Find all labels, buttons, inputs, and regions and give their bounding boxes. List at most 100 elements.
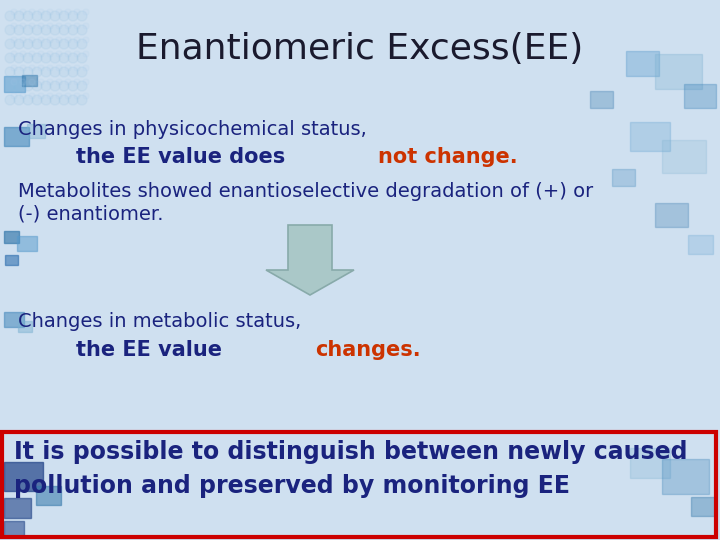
- Circle shape: [23, 25, 33, 35]
- Text: (-) enantiomer.: (-) enantiomer.: [18, 205, 163, 224]
- Circle shape: [23, 39, 33, 49]
- Bar: [612, 169, 635, 186]
- Circle shape: [32, 53, 42, 63]
- Bar: [18, 321, 32, 332]
- Bar: [4, 521, 24, 536]
- Circle shape: [47, 65, 53, 71]
- Circle shape: [74, 37, 80, 43]
- Circle shape: [74, 9, 80, 15]
- Circle shape: [5, 39, 15, 49]
- Circle shape: [74, 23, 80, 29]
- Circle shape: [14, 95, 24, 105]
- Text: the EE value does: the EE value does: [18, 147, 292, 167]
- Circle shape: [47, 37, 53, 43]
- Circle shape: [20, 93, 26, 99]
- Circle shape: [47, 23, 53, 29]
- Bar: [4, 127, 29, 146]
- Circle shape: [56, 65, 62, 71]
- Circle shape: [83, 9, 89, 15]
- Bar: [17, 236, 37, 251]
- Bar: [4, 312, 24, 327]
- Bar: [590, 91, 613, 108]
- Circle shape: [29, 79, 35, 85]
- Circle shape: [29, 51, 35, 57]
- Circle shape: [83, 93, 89, 99]
- Circle shape: [68, 25, 78, 35]
- Circle shape: [74, 65, 80, 71]
- Bar: [27, 124, 45, 138]
- Bar: [22, 75, 37, 86]
- Circle shape: [11, 51, 17, 57]
- Circle shape: [56, 93, 62, 99]
- Circle shape: [29, 93, 35, 99]
- Bar: [2, 432, 716, 537]
- Circle shape: [41, 53, 51, 63]
- Circle shape: [77, 25, 87, 35]
- Circle shape: [65, 79, 71, 85]
- Circle shape: [77, 95, 87, 105]
- Circle shape: [77, 11, 87, 21]
- Circle shape: [32, 39, 42, 49]
- Circle shape: [50, 25, 60, 35]
- Bar: [662, 140, 706, 173]
- Circle shape: [68, 67, 78, 77]
- Circle shape: [5, 11, 15, 21]
- Circle shape: [65, 93, 71, 99]
- Circle shape: [29, 65, 35, 71]
- Circle shape: [5, 95, 15, 105]
- Circle shape: [38, 79, 44, 85]
- Circle shape: [11, 23, 17, 29]
- Circle shape: [29, 9, 35, 15]
- Bar: [5, 255, 18, 265]
- Circle shape: [38, 51, 44, 57]
- Circle shape: [68, 53, 78, 63]
- Circle shape: [5, 53, 15, 63]
- Circle shape: [50, 67, 60, 77]
- Bar: [691, 497, 716, 516]
- Circle shape: [56, 37, 62, 43]
- Text: not change.: not change.: [379, 147, 518, 167]
- Circle shape: [83, 79, 89, 85]
- Circle shape: [74, 79, 80, 85]
- Circle shape: [50, 53, 60, 63]
- Circle shape: [77, 67, 87, 77]
- Circle shape: [47, 79, 53, 85]
- Circle shape: [41, 39, 51, 49]
- Circle shape: [41, 25, 51, 35]
- Circle shape: [11, 65, 17, 71]
- Circle shape: [56, 79, 62, 85]
- Circle shape: [59, 53, 69, 63]
- Circle shape: [83, 51, 89, 57]
- Circle shape: [29, 23, 35, 29]
- Circle shape: [59, 11, 69, 21]
- Circle shape: [59, 81, 69, 91]
- Circle shape: [11, 37, 17, 43]
- Bar: [4, 231, 19, 243]
- Text: the EE value: the EE value: [18, 340, 229, 360]
- Text: Changes in physicochemical status,: Changes in physicochemical status,: [18, 120, 366, 139]
- Text: Changes in metabolic status,: Changes in metabolic status,: [18, 312, 301, 331]
- Circle shape: [14, 11, 24, 21]
- Circle shape: [59, 25, 69, 35]
- Circle shape: [32, 11, 42, 21]
- Circle shape: [23, 67, 33, 77]
- Circle shape: [41, 81, 51, 91]
- Circle shape: [83, 65, 89, 71]
- Circle shape: [23, 11, 33, 21]
- Circle shape: [14, 67, 24, 77]
- Circle shape: [20, 65, 26, 71]
- Circle shape: [5, 25, 15, 35]
- Circle shape: [41, 11, 51, 21]
- Circle shape: [50, 95, 60, 105]
- Bar: [662, 459, 709, 494]
- Circle shape: [83, 37, 89, 43]
- Circle shape: [23, 81, 33, 91]
- Circle shape: [20, 79, 26, 85]
- Circle shape: [59, 67, 69, 77]
- Circle shape: [29, 37, 35, 43]
- Circle shape: [77, 81, 87, 91]
- Circle shape: [20, 37, 26, 43]
- Circle shape: [47, 51, 53, 57]
- Bar: [4, 462, 43, 491]
- Circle shape: [65, 9, 71, 15]
